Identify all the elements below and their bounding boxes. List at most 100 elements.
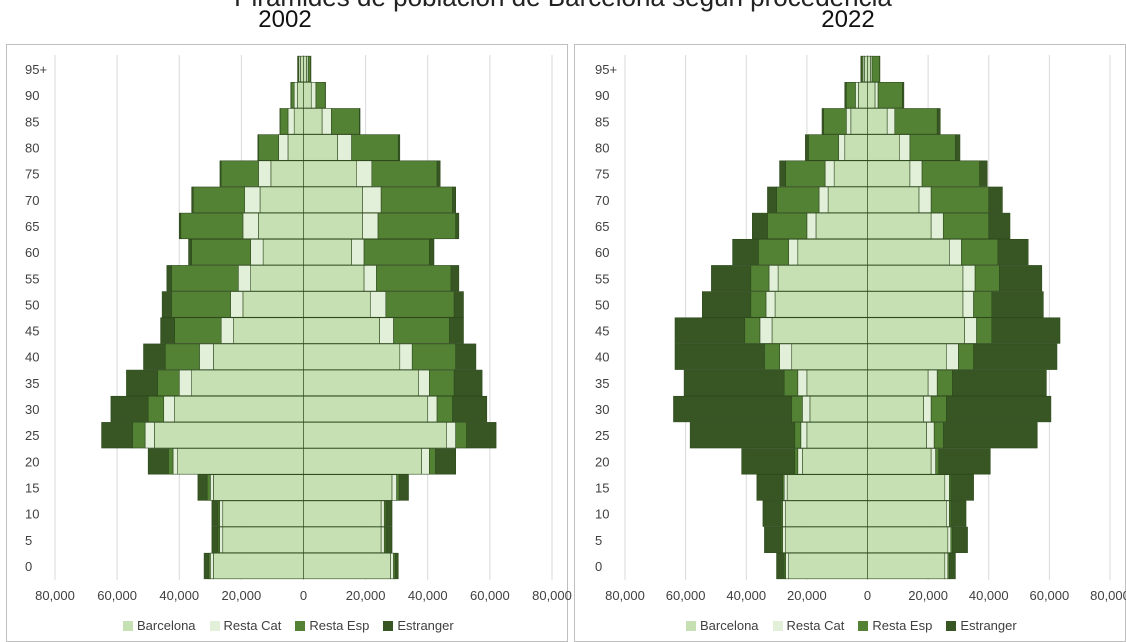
bar-estranger-left-20 xyxy=(741,448,796,475)
bar-resta-cat-right-45 xyxy=(964,317,977,344)
bar-resta-esp-right-40 xyxy=(411,343,457,370)
bar-barcelona-right-70 xyxy=(303,186,363,213)
bar-resta-esp-right-45 xyxy=(393,317,450,344)
bar-estranger-left-35 xyxy=(126,369,158,397)
bar-estranger-right-15 xyxy=(950,474,974,501)
bar-resta-cat-right-80 xyxy=(337,134,352,161)
pyramid-2022-chart: 0 5 10 15 20 25 30 35 40 45 50 55 60 65 70 75 80 85 90 95+ 8… xyxy=(595,55,1126,603)
bar-resta-cat-right-35 xyxy=(927,369,938,397)
bar-barcelona-right-75 xyxy=(303,160,357,187)
bar-barcelona-left-15 xyxy=(786,474,868,501)
bar-barcelona-left-15 xyxy=(213,474,304,501)
bar-estranger-right-5 xyxy=(952,526,968,553)
legend-swatch xyxy=(686,620,696,631)
bar-resta-esp-right-25 xyxy=(933,422,944,449)
bar-barcelona-right-60 xyxy=(867,238,950,266)
bar-resta-cat-right-70 xyxy=(918,186,932,213)
bar-resta-esp-left-70 xyxy=(192,186,245,213)
bar-resta-cat-right-85 xyxy=(886,108,896,135)
bar-barcelona-right-95+ xyxy=(303,55,307,83)
bar-barcelona-right-65 xyxy=(867,212,932,240)
bar-resta-cat-right-90 xyxy=(310,82,317,109)
bar-barcelona-left-30 xyxy=(809,395,868,423)
bar-resta-cat-right-30 xyxy=(427,395,438,423)
bar-resta-esp-left-40 xyxy=(164,343,200,370)
bar-estranger-right-45 xyxy=(449,317,464,344)
legend-swatch xyxy=(946,620,957,631)
y-tick-label: 30 xyxy=(595,402,609,417)
y-tick-label: 95+ xyxy=(25,62,47,77)
bar-resta-cat-left-85 xyxy=(287,108,295,135)
bar-resta-esp-right-15 xyxy=(396,474,400,501)
bar-estranger-left-65 xyxy=(752,212,768,240)
bar-estranger-right-40 xyxy=(455,343,477,370)
bar-barcelona-left-0 xyxy=(788,552,868,580)
x-tick-label: 60,000 xyxy=(97,588,137,603)
bar-resta-cat-right-0 xyxy=(944,552,949,580)
legend-label: Barcelona xyxy=(700,618,759,633)
bar-resta-cat-right-75 xyxy=(909,160,923,187)
pyramid-2022-title: 2022 xyxy=(821,6,875,33)
bar-resta-esp-left-40 xyxy=(764,343,780,370)
x-tick-label: 40,000 xyxy=(159,588,199,603)
bar-barcelona-left-35 xyxy=(806,369,868,397)
bar-estranger-left-45 xyxy=(160,317,175,344)
bar-resta-esp-left-20 xyxy=(794,448,799,475)
pyramid-2002-legend: Barcelona Resta Cat Resta Esp Estranger xyxy=(123,618,454,633)
bar-estranger-left-80 xyxy=(805,134,809,161)
bar-resta-esp-right-90 xyxy=(315,82,326,109)
bar-resta-esp-left-85 xyxy=(823,108,847,135)
bar-resta-esp-left-55 xyxy=(171,265,239,292)
pyramid-2022-legend: Barcelona Resta Cat Resta Esp Estranger xyxy=(686,618,1017,633)
bar-estranger-right-15 xyxy=(398,474,409,501)
bar-resta-cat-right-60 xyxy=(949,238,962,266)
y-tick-label: 45 xyxy=(595,324,609,339)
bar-resta-cat-right-35 xyxy=(418,369,430,397)
bar-resta-esp-right-65 xyxy=(942,212,990,240)
y-tick-label: 5 xyxy=(595,533,602,548)
bar-barcelona-right-15 xyxy=(867,474,946,501)
bar-estranger-right-40 xyxy=(973,343,1058,370)
bar-resta-cat-left-85 xyxy=(845,108,852,135)
legend-swatch xyxy=(383,620,394,631)
bar-barcelona-right-50 xyxy=(867,291,964,318)
bar-barcelona-left-70 xyxy=(259,186,304,213)
bar-resta-cat-right-85 xyxy=(321,108,332,135)
bar-resta-cat-right-50 xyxy=(369,291,387,318)
bar-resta-cat-right-55 xyxy=(962,265,976,292)
bar-barcelona-left-75 xyxy=(270,160,304,187)
y-tick-label: 70 xyxy=(25,193,39,208)
bar-resta-esp-right-50 xyxy=(973,291,993,318)
bar-resta-esp-left-30 xyxy=(791,395,803,423)
bar-estranger-left-65 xyxy=(178,212,182,240)
bar-resta-esp-left-45 xyxy=(744,317,761,344)
bar-resta-cat-right-30 xyxy=(923,395,932,423)
bar-estranger-left-35 xyxy=(683,369,785,397)
bar-barcelona-right-65 xyxy=(303,212,363,240)
bar-resta-esp-right-95+ xyxy=(307,55,311,83)
bar-barcelona-right-10 xyxy=(303,500,382,527)
bar-estranger-left-70 xyxy=(767,186,777,213)
bar-estranger-right-30 xyxy=(452,395,488,423)
bar-resta-cat-right-10 xyxy=(946,500,950,527)
bar-estranger-left-30 xyxy=(673,395,793,423)
bar-barcelona-left-40 xyxy=(791,343,868,370)
bar-barcelona-left-85 xyxy=(293,108,304,135)
bar-barcelona-left-10 xyxy=(222,500,304,527)
y-tick-label: 80 xyxy=(595,140,609,155)
bar-barcelona-right-85 xyxy=(867,108,888,135)
bar-barcelona-left-60 xyxy=(797,238,868,266)
bar-barcelona-right-0 xyxy=(303,552,391,580)
bar-barcelona-left-55 xyxy=(250,265,304,292)
y-tick-label: 75 xyxy=(595,167,609,182)
bar-resta-cat-right-70 xyxy=(362,186,382,213)
bar-resta-cat-left-55 xyxy=(237,265,251,292)
bar-barcelona-left-50 xyxy=(242,291,304,318)
y-tick-label: 50 xyxy=(25,297,39,312)
y-tick-label: 65 xyxy=(25,219,39,234)
bar-resta-esp-right-50 xyxy=(385,291,455,318)
bar-estranger-right-20 xyxy=(938,448,991,475)
pyramid-2022-panel: 2022 0 5 10 15 20 25 30 35 40 45 50 55 60 65 70 75 80 85 9… xyxy=(570,0,1126,642)
bar-estranger-right-0 xyxy=(394,552,399,580)
bar-resta-esp-left-55 xyxy=(750,265,770,292)
